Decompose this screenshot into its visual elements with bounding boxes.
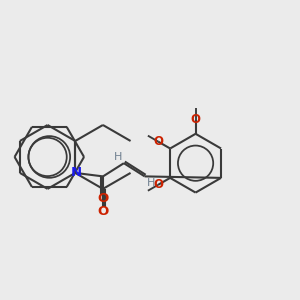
Text: H: H xyxy=(113,152,122,162)
Text: H: H xyxy=(147,178,155,188)
Text: O: O xyxy=(98,192,109,205)
Text: O: O xyxy=(153,178,163,191)
Text: N: N xyxy=(70,167,82,179)
Text: O: O xyxy=(153,135,163,148)
Text: O: O xyxy=(190,113,201,126)
Text: O: O xyxy=(97,205,109,218)
